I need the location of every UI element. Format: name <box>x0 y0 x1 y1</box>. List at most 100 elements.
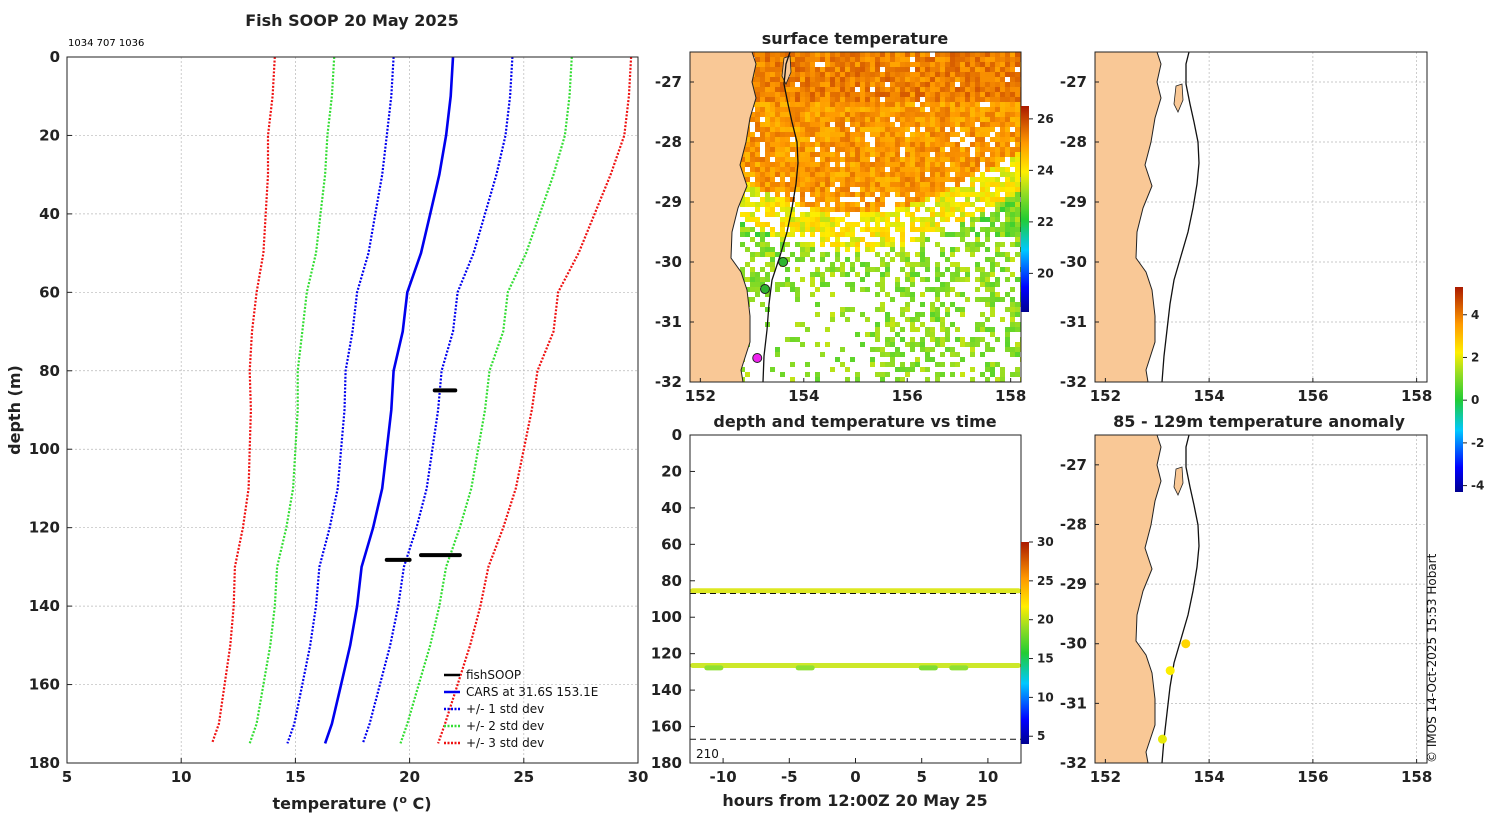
anomaly-top-ytick-label: -31 <box>1060 313 1087 331</box>
sst-pixel <box>795 297 800 302</box>
sst-pixel <box>775 102 780 107</box>
sst-pixel <box>840 102 845 107</box>
sst-pixel <box>950 247 955 252</box>
sst-pixel <box>905 97 910 102</box>
sst-pixel <box>795 112 800 117</box>
sst-pixel <box>860 342 865 347</box>
sst-pixel <box>825 157 830 162</box>
sst-pixel <box>875 232 880 237</box>
sst-pixel <box>810 222 815 227</box>
sst-pixel <box>830 262 835 267</box>
sst-pixel <box>985 287 990 292</box>
sst-pixel <box>895 62 900 67</box>
sst-pixel <box>980 312 985 317</box>
sst-pixel <box>865 332 870 337</box>
sst-pixel <box>885 352 890 357</box>
sst-pixel <box>1000 132 1005 137</box>
sst-pixel <box>910 222 915 227</box>
sst-pixel <box>875 372 880 377</box>
sst-pixel <box>955 292 960 297</box>
sst-pixel <box>820 77 825 82</box>
sst-pixel <box>1015 117 1020 122</box>
sst-pixel <box>840 122 845 127</box>
anomaly-ytick-label: -29 <box>1060 575 1087 593</box>
sst-pixel <box>870 332 875 337</box>
sst-pixel <box>765 207 770 212</box>
profile-subtitle: 1034 707 1036 <box>68 38 144 49</box>
sst-pixel <box>830 292 835 297</box>
sst-pixel <box>880 162 885 167</box>
sst-pixel <box>755 142 760 147</box>
sst-pixel <box>975 72 980 77</box>
sst-pixel <box>940 272 945 277</box>
sst-pixel <box>785 207 790 212</box>
sst-pixel <box>900 92 905 97</box>
sst-pixel <box>770 267 775 272</box>
sst-pixel <box>810 122 815 127</box>
sst-pixel <box>980 117 985 122</box>
sst-pixel <box>760 302 765 307</box>
sst-pixel <box>840 112 845 117</box>
sst-pixel <box>920 112 925 117</box>
sst-pixel <box>770 257 775 262</box>
sst-pixel <box>870 212 875 217</box>
sst-pixel <box>900 167 905 172</box>
sst-pixel <box>875 82 880 87</box>
sst-pixel <box>890 107 895 112</box>
sst-pixel <box>1010 72 1015 77</box>
sst-pixel <box>940 252 945 257</box>
sst-pixel <box>805 52 810 57</box>
sst-pixel <box>845 177 850 182</box>
sst-pixel <box>905 182 910 187</box>
sst-pixel <box>940 152 945 157</box>
sst-pixel <box>795 97 800 102</box>
sst-pixel <box>815 122 820 127</box>
sst-pixel <box>975 67 980 72</box>
sst-pixel <box>895 92 900 97</box>
sst-pixel <box>955 187 960 192</box>
sst-pixel <box>955 162 960 167</box>
sst-pixel <box>905 272 910 277</box>
sst-pixel <box>1015 137 1020 142</box>
sst-pixel <box>760 62 765 67</box>
ts-ytick-label: 20 <box>661 462 682 480</box>
sst-pixel <box>960 312 965 317</box>
sst-pixel <box>870 72 875 77</box>
sst-pixel <box>805 242 810 247</box>
sst-pixel <box>890 297 895 302</box>
sst-pixel <box>855 152 860 157</box>
sst-pixel <box>855 112 860 117</box>
sst-pixel <box>970 377 975 382</box>
sst-pixel <box>895 207 900 212</box>
sst-pixel <box>960 212 965 217</box>
anomaly-colorbar-tick-label: -2 <box>1471 436 1484 450</box>
sst-pixel <box>745 217 750 222</box>
sst-pixel <box>775 132 780 137</box>
sst-pixel <box>770 122 775 127</box>
sst-pixel <box>920 162 925 167</box>
sst-pixel <box>905 192 910 197</box>
sst-pixel <box>900 102 905 107</box>
sst-pixel <box>935 72 940 77</box>
sst-pixel <box>770 212 775 217</box>
sst-pixel <box>860 127 865 132</box>
sst-pixel <box>885 132 890 137</box>
sst-pixel <box>1015 347 1020 352</box>
sst-pixel <box>960 107 965 112</box>
sst-pixel <box>840 167 845 172</box>
sst-pixel <box>1015 82 1020 87</box>
sst-pixel <box>960 122 965 127</box>
sst-pixel <box>820 352 825 357</box>
sst-pixel <box>995 337 1000 342</box>
sst-pixel <box>885 272 890 277</box>
ts-colorbar-tick-label: 25 <box>1037 574 1054 588</box>
sst-pixel <box>835 152 840 157</box>
sst-pixel <box>760 127 765 132</box>
sst-pixel <box>925 57 930 62</box>
sst-pixel <box>885 137 890 142</box>
sst-pixel <box>855 77 860 82</box>
sst-pixel <box>1015 187 1020 192</box>
sst-pixel <box>810 107 815 112</box>
sst-pixel <box>930 87 935 92</box>
sst-pixel <box>970 252 975 257</box>
